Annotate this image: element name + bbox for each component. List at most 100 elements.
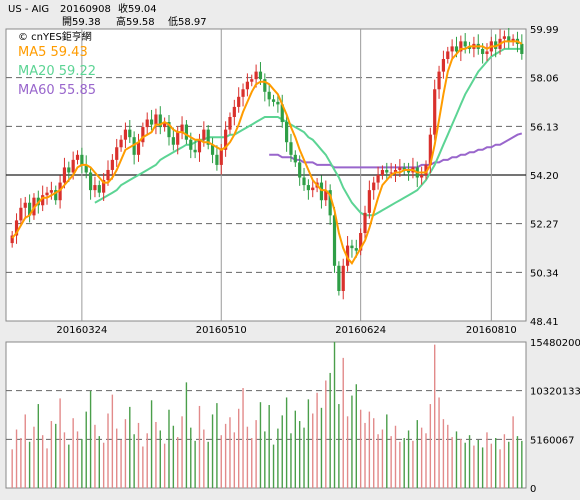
ma5-line <box>11 40 523 266</box>
low-label: 低58.97 <box>168 15 207 28</box>
date-tick-label: 20160810 <box>466 325 517 336</box>
candle-body <box>54 190 58 201</box>
candle-body <box>389 172 393 174</box>
date-axis: 20160324 20160510 20160624 20160810 <box>56 325 516 336</box>
candle-body <box>502 36 506 39</box>
candle-body <box>189 139 193 150</box>
candle-body <box>171 137 175 145</box>
volume-bars <box>11 341 523 488</box>
ma20-line <box>94 47 522 217</box>
ma5-polyline <box>11 40 523 266</box>
candle-body <box>71 159 75 173</box>
candle-body <box>494 41 498 49</box>
candle-body <box>420 175 424 178</box>
candle-body <box>58 182 62 201</box>
candle-body <box>263 79 267 92</box>
candle-body <box>332 215 337 266</box>
candle-body <box>428 134 432 165</box>
legend-entry-ma20: MA20 59.22 <box>18 64 96 79</box>
candle-body <box>23 202 27 208</box>
candle-body <box>145 119 149 128</box>
price-axis: 59.99 58.06 56.13 54.20 52.27 50.34 48.41 <box>530 25 559 328</box>
legend-entry-ma60: MA60 55.85 <box>18 83 96 98</box>
watermark-text: © cnYES鉅亨網 <box>18 30 92 43</box>
candle-body <box>293 154 297 163</box>
candle-body <box>176 132 180 145</box>
candle-body <box>19 207 23 221</box>
candle-body <box>433 89 437 135</box>
candle-body <box>511 38 515 42</box>
candle-body <box>241 89 245 97</box>
candle-body <box>254 71 258 80</box>
date-tick-label: 20160624 <box>335 325 386 336</box>
candle-body <box>167 122 171 138</box>
candle-body <box>154 114 158 125</box>
candle-body <box>306 185 310 191</box>
candle-body <box>359 232 363 251</box>
price-tick-label: 58.06 <box>530 74 559 85</box>
price-tick-label: 50.34 <box>530 268 559 279</box>
candle-body <box>289 142 293 155</box>
date-label: 20160908 <box>60 4 111 15</box>
candle-body <box>437 71 441 90</box>
candle-body <box>485 51 489 54</box>
date-tick-label: 20160324 <box>56 325 107 336</box>
candle-body <box>75 154 80 160</box>
candle-body <box>206 129 210 145</box>
candle-body <box>328 190 332 216</box>
candle-body <box>106 169 110 181</box>
candle-body <box>376 175 380 183</box>
candle-body <box>110 159 114 170</box>
candle-body <box>237 96 241 107</box>
candle-body <box>163 122 167 128</box>
candle-body <box>228 117 232 130</box>
candle-body <box>450 46 454 52</box>
candle-body <box>102 180 106 193</box>
candle-body <box>180 124 184 133</box>
candle-body <box>258 71 263 80</box>
candle-body <box>10 235 14 244</box>
price-tick-label: 48.41 <box>530 317 559 328</box>
candle-body <box>202 129 206 140</box>
candle-body <box>88 172 93 191</box>
candle-body <box>141 127 145 143</box>
candle-body <box>123 129 128 140</box>
volume-tick-label: 5160067 <box>530 435 575 446</box>
candle-body <box>62 167 67 183</box>
candle-body <box>119 139 123 148</box>
candle-body <box>319 182 324 201</box>
candle-body <box>215 154 219 165</box>
candle-body <box>49 190 53 193</box>
candle-body <box>14 220 19 236</box>
candle-body <box>219 149 223 165</box>
volume-axis: 15480200 10320133 5160067 0 <box>530 338 580 495</box>
candle-body <box>232 106 236 118</box>
candle-body <box>210 144 215 155</box>
candle-body <box>406 169 411 173</box>
high-label: 高59.58 <box>116 15 155 28</box>
candle-body <box>393 169 398 173</box>
volume-tick-label: 0 <box>530 484 536 495</box>
candle-body <box>454 46 459 52</box>
candle-body <box>136 142 141 155</box>
candle-body <box>28 202 32 216</box>
candle-body <box>93 185 97 191</box>
candle-body <box>67 167 71 173</box>
candle-body <box>324 190 328 201</box>
volume-tick-label: 15480200 <box>530 338 580 349</box>
candle-body <box>280 104 284 123</box>
candlesticks <box>10 27 524 300</box>
candle-body <box>463 41 467 47</box>
price-tick-label: 54.20 <box>530 171 559 182</box>
candle-body <box>341 265 345 291</box>
candle-body <box>446 51 450 60</box>
volume-tick-label: 10320133 <box>530 387 580 398</box>
candle-body <box>481 48 485 54</box>
candle-body <box>41 195 45 206</box>
candle-body <box>267 91 271 100</box>
candle-body <box>276 101 280 105</box>
candle-body <box>84 164 88 173</box>
candle-body <box>398 167 402 170</box>
